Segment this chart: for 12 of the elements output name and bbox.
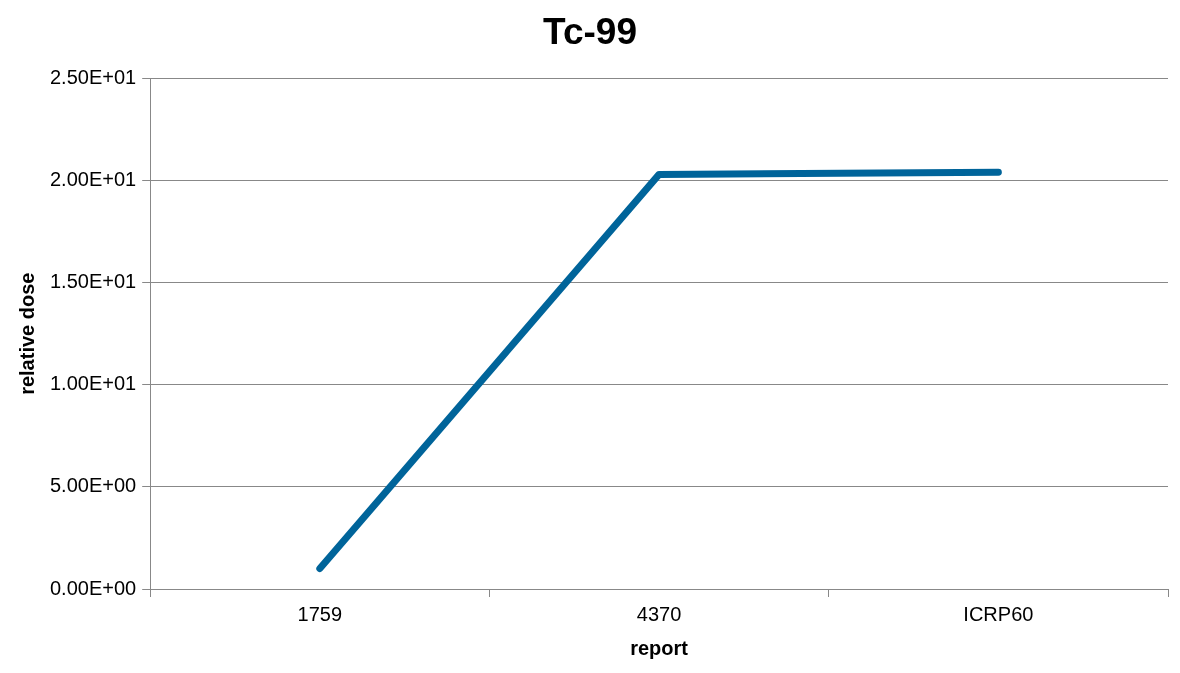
y-tick-label: 0.00E+00: [49, 576, 137, 599]
y-tick-label: 1.50E+01: [49, 270, 137, 293]
x-tick-label: ICRP60: [963, 602, 1034, 625]
x-axis-title: report: [630, 636, 689, 659]
y-tick-label: 1.00E+01: [49, 372, 137, 395]
y-axis-title: relative dose: [15, 272, 38, 395]
y-tick-label: 2.00E+01: [49, 168, 137, 191]
y-tick-label: 5.00E+00: [49, 474, 137, 497]
x-tick-label: 4370: [636, 602, 682, 625]
chart-title: Tc-99: [543, 11, 637, 53]
y-tick-label: 2.50E+01: [49, 65, 137, 88]
x-tick-label: 1759: [297, 602, 343, 625]
